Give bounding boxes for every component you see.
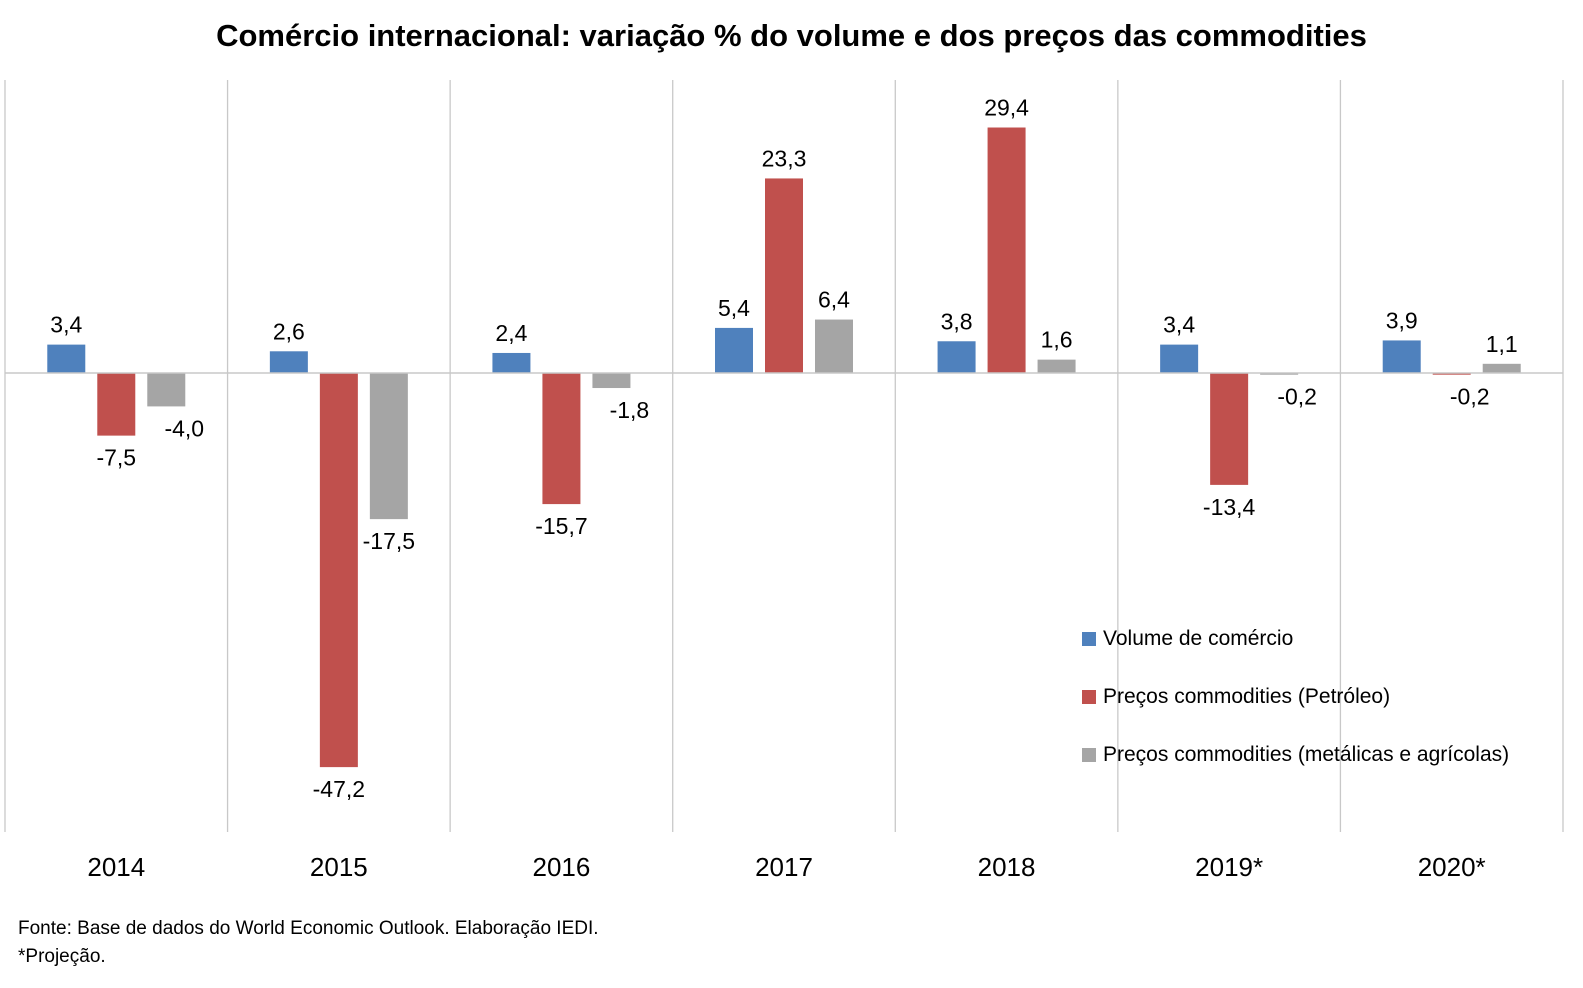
bar [97, 373, 136, 436]
category-tick-label: 2015 [310, 852, 368, 882]
legend-swatch-metalicas [1082, 748, 1096, 762]
data-label: 3,9 [1386, 307, 1418, 333]
bar [492, 352, 531, 373]
bar [1482, 363, 1521, 373]
data-label: 29,4 [984, 95, 1029, 121]
bar [147, 373, 186, 407]
data-label: -15,7 [535, 513, 587, 539]
category-tick-label: 2017 [755, 852, 813, 882]
bar [987, 127, 1026, 373]
legend-swatch-petroleo [1082, 690, 1096, 704]
data-label: 2,6 [273, 318, 305, 344]
category-tick-label: 2016 [533, 852, 591, 882]
data-label: 23,3 [762, 145, 807, 171]
bar [937, 341, 976, 373]
data-label: -7,5 [96, 445, 136, 471]
data-label: -13,4 [1203, 494, 1256, 520]
bar [1210, 373, 1249, 485]
data-label: -17,5 [363, 528, 415, 554]
bar [1432, 373, 1471, 375]
data-label: -4,0 [164, 415, 204, 441]
legend-item-volume: Volume de comércio [1082, 610, 1509, 668]
footer-source: Fonte: Base de dados do World Economic O… [18, 918, 599, 939]
legend-item-metalicas: Preços commodities (metálicas e agrícola… [1082, 726, 1509, 784]
legend-label-metalicas: Preços commodities (metálicas e agrícola… [1103, 743, 1510, 766]
data-label: -0,2 [1277, 384, 1317, 410]
bar [592, 373, 631, 389]
bar [1382, 340, 1421, 373]
bar [319, 373, 358, 768]
chart-legend: Volume de comércio Preços commodities (P… [1082, 610, 1509, 784]
legend-label-petroleo: Preços commodities (Petróleo) [1103, 685, 1391, 708]
legend-label-volume: Volume de comércio [1103, 627, 1294, 650]
data-label: -1,8 [610, 397, 650, 423]
category-tick-label: 2019* [1195, 852, 1263, 882]
chart-plot: 3,4 2,6 2,4 5,4 3,8 3,4 3,9 -7,5 -47,2 -15,7 23,3 2… [4, 80, 1564, 882]
bar [815, 319, 853, 373]
bar [765, 178, 803, 373]
category-tick-label: 2018 [978, 852, 1036, 882]
bar [369, 373, 408, 520]
data-label: 1,6 [1041, 327, 1073, 353]
footer-note: *Projeção. [18, 946, 106, 967]
data-label: 1,1 [1486, 331, 1518, 357]
data-label: -0,2 [1450, 384, 1490, 410]
data-label: 3,4 [50, 312, 82, 338]
category-tick-label: 2020* [1418, 852, 1486, 882]
category-tick-label: 2014 [87, 852, 145, 882]
data-label: 5,4 [718, 295, 750, 321]
bar [1260, 373, 1299, 375]
bar [269, 351, 308, 373]
bar [47, 344, 86, 373]
bar [542, 373, 581, 505]
bar [1160, 344, 1199, 373]
legend-swatch-volume [1082, 632, 1096, 646]
data-label: 3,8 [941, 308, 973, 334]
legend-item-petroleo: Preços commodities (Petróleo) [1082, 668, 1509, 726]
chart-title: Comércio internacional: variação % do vo… [216, 18, 1367, 53]
bar [1037, 359, 1076, 373]
data-label: 6,4 [818, 287, 850, 313]
data-label: -47,2 [313, 776, 365, 802]
data-label: 3,4 [1163, 312, 1195, 338]
data-label: 2,4 [495, 320, 527, 346]
bar [715, 327, 753, 373]
